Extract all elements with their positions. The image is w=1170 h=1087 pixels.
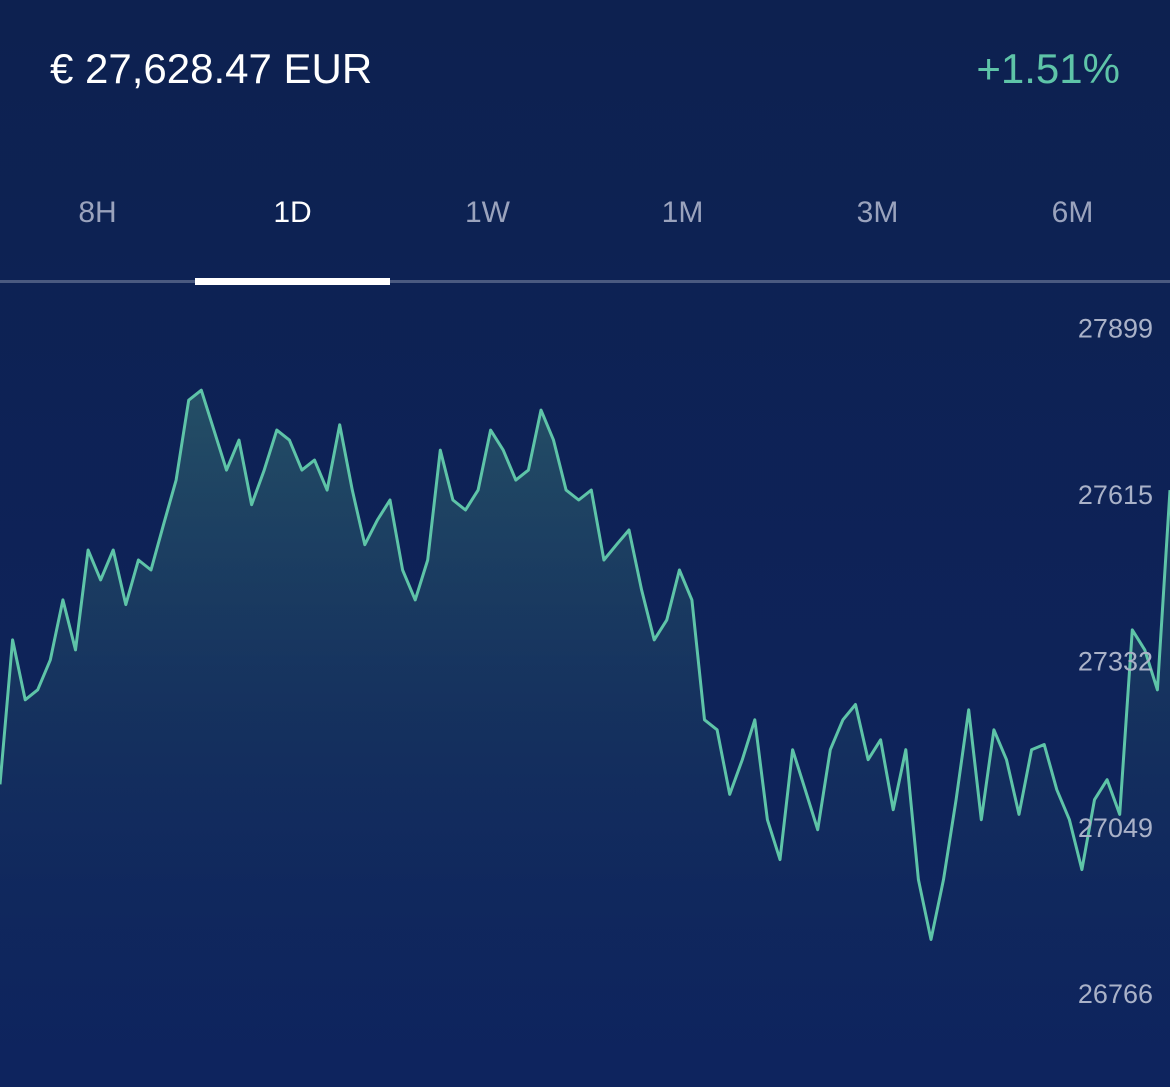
tab[interactable]: 1D: [273, 196, 311, 229]
y-tick-label: 27332: [1078, 647, 1153, 677]
area: [0, 390, 1170, 1087]
tab[interactable]: 1W: [465, 196, 511, 229]
y-tick-label: 27899: [1078, 313, 1153, 343]
tab[interactable]: 1M: [662, 196, 704, 229]
chart: 27899 27615 27332 27049 26766: [0, 313, 1170, 1087]
tab[interactable]: 6M: [1052, 196, 1094, 229]
tab[interactable]: 8H: [78, 196, 116, 229]
price: € 27,628.47 EUR: [50, 45, 372, 92]
change: +1.51%: [976, 45, 1120, 92]
tabs: 8H 1D 1W 1M 3M 6M: [78, 196, 1093, 285]
price-line: [0, 388, 1170, 941]
y-tick-label: 27615: [1078, 480, 1153, 510]
y-tick-label: 27049: [1078, 813, 1153, 843]
tab-divider: [0, 280, 1170, 283]
y-tick-label: 26766: [1078, 979, 1153, 1009]
tab[interactable]: 3M: [857, 196, 899, 229]
tab-indicator: [195, 278, 390, 285]
